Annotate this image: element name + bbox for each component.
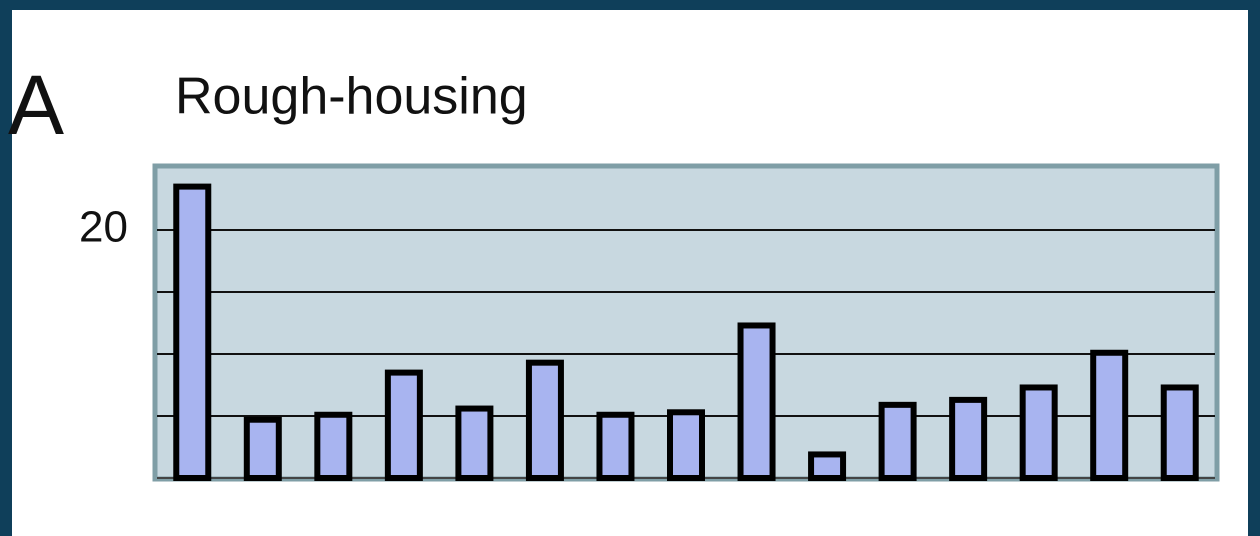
y-tick-label: 20 xyxy=(79,203,128,252)
bar xyxy=(455,405,494,481)
bar xyxy=(878,401,917,481)
bar xyxy=(243,416,282,481)
bar xyxy=(1019,384,1058,482)
bar xyxy=(384,369,423,482)
bar xyxy=(737,322,776,482)
bar xyxy=(173,183,212,481)
chart-title: Rough-housing xyxy=(175,68,528,126)
bar xyxy=(314,411,353,482)
bar xyxy=(1090,349,1129,482)
panel-label: A xyxy=(8,58,64,152)
bar xyxy=(525,359,564,481)
bar xyxy=(949,396,988,482)
bar xyxy=(1160,384,1199,482)
bar xyxy=(808,451,847,482)
bar xyxy=(667,409,705,481)
bar xyxy=(596,411,635,482)
